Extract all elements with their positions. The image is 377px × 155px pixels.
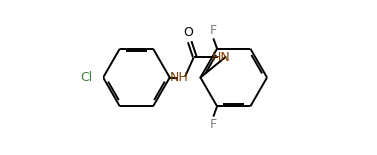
Text: NH: NH: [170, 71, 188, 84]
Text: Cl: Cl: [81, 71, 93, 84]
Text: O: O: [183, 26, 193, 39]
Text: F: F: [210, 118, 217, 131]
Text: HN: HN: [212, 51, 231, 64]
Text: F: F: [210, 24, 217, 37]
